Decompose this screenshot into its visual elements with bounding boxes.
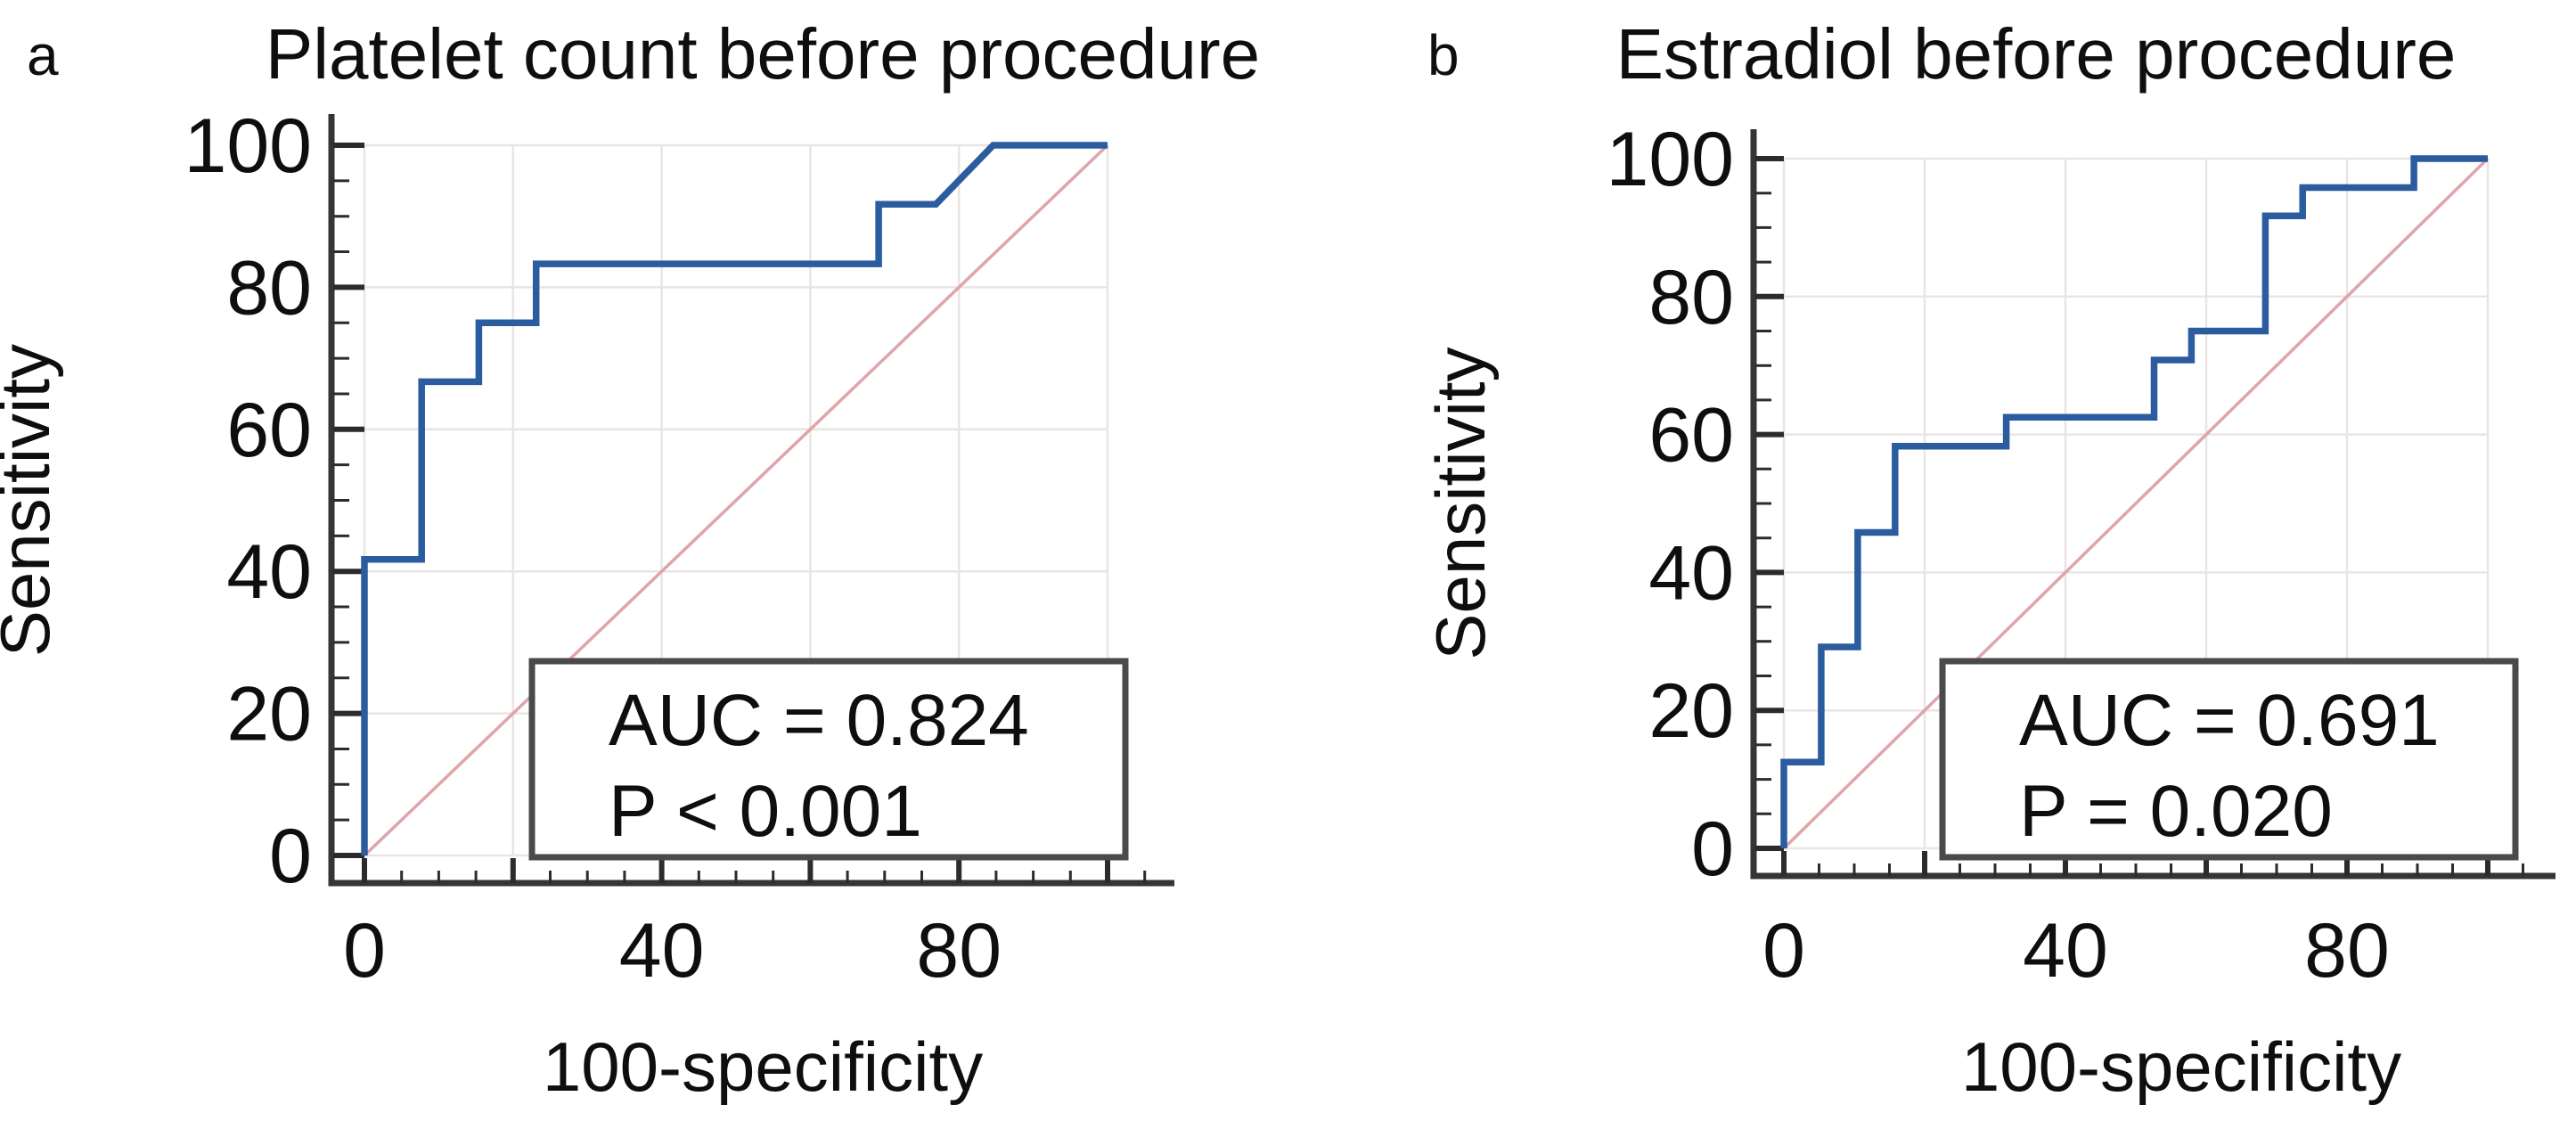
panel-title: Platelet count before procedure bbox=[266, 14, 1260, 94]
x-tick-label: 0 bbox=[1762, 908, 1805, 994]
y-tick-label: 20 bbox=[226, 672, 312, 757]
x-tick-label: 80 bbox=[2304, 908, 2390, 994]
y-tick-label: 0 bbox=[269, 814, 312, 899]
y-axis-title: Sensitivity bbox=[1421, 347, 1500, 659]
x-axis-title: 100-specificity bbox=[1961, 1027, 2401, 1106]
y-axis-title: Sensitivity bbox=[0, 344, 64, 657]
panel-title: Estradiol before procedure bbox=[1616, 14, 2457, 94]
reference-diagonal-line bbox=[363, 143, 1109, 857]
y-tick-label: 80 bbox=[226, 245, 312, 331]
y-tick-label: 100 bbox=[184, 103, 313, 189]
auc-value-label: AUC = 0.824 bbox=[609, 680, 1029, 761]
p-value-label: P = 0.020 bbox=[2019, 771, 2333, 852]
y-tick-label: 40 bbox=[1648, 530, 1734, 616]
y-tick-label: 100 bbox=[1607, 117, 1735, 202]
panel-letter: a bbox=[27, 23, 59, 87]
p-value-label: P < 0.001 bbox=[609, 771, 922, 852]
y-tick-label: 60 bbox=[226, 388, 312, 473]
x-tick-label: 40 bbox=[2023, 908, 2108, 994]
x-tick-label: 0 bbox=[343, 908, 386, 994]
roc-curve bbox=[1780, 155, 2488, 848]
y-tick-label: 60 bbox=[1648, 393, 1734, 479]
y-tick-label: 20 bbox=[1648, 668, 1734, 754]
y-tick-label: 80 bbox=[1648, 255, 1734, 340]
x-tick-label: 40 bbox=[619, 908, 705, 994]
auc-annotation-box bbox=[528, 658, 1129, 861]
x-tick-label: 80 bbox=[916, 908, 1002, 994]
x-axis-title: 100-specificity bbox=[543, 1027, 983, 1106]
panel-letter: b bbox=[1427, 23, 1460, 87]
roc-curve bbox=[361, 142, 1108, 855]
y-tick-label: 0 bbox=[1691, 806, 1734, 892]
auc-annotation-box bbox=[1939, 658, 2519, 861]
y-tick-label: 40 bbox=[226, 529, 312, 615]
auc-value-label: AUC = 0.691 bbox=[2019, 680, 2440, 761]
reference-diagonal-line bbox=[1782, 157, 2490, 850]
